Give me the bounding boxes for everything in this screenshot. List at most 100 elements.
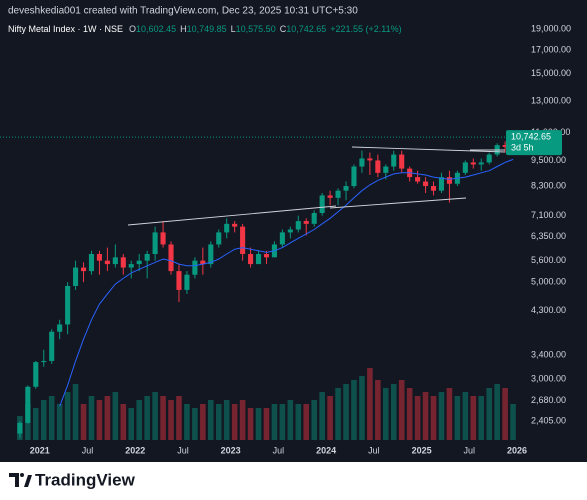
volume-bar [359,376,365,440]
candle-body [17,422,23,434]
volume-bar [247,408,254,440]
trendline [329,197,467,209]
y-tick-label: 13,000.00 [531,95,571,105]
candle-body [303,221,309,224]
logo-mark [24,475,32,487]
x-tick-label: 2024 [316,445,336,455]
candle-body [430,186,437,191]
candle-body [367,158,373,161]
price-pane [0,136,525,438]
trendlines [127,146,506,226]
candle-body [184,274,190,290]
volume-bar [160,396,166,440]
volume-bar [120,404,127,440]
x-tick-label: Jul [82,445,94,455]
candle-body [80,267,87,272]
volume-bar [422,392,429,440]
candle-body [478,162,484,165]
y-tick-label: 7,100.00 [531,210,566,220]
candle-body [57,324,63,332]
candle-body [263,254,270,258]
candle-body [96,254,102,261]
volume-bar [223,400,230,440]
volume-bar [279,404,286,440]
volume-bar [311,400,317,440]
candle-body [65,285,71,325]
volume-bar [430,396,437,440]
ohlc-value: 10,602.45 [136,24,176,34]
candle-body [224,223,230,233]
volume-bar [33,408,39,440]
attribution: deveshkedia001 created with TradingView.… [8,6,358,17]
volume-bar [383,388,389,440]
candle-body [120,257,126,268]
volume-bar [80,404,87,440]
y-tick-label: 6,350.00 [531,231,566,241]
candle-body [176,271,182,290]
candle-body [255,254,262,265]
candle-body [335,190,341,198]
volume-bar [494,384,500,440]
volume-bar [200,404,206,440]
candle-body [128,264,134,268]
ohlc-label: C [280,24,287,34]
candle-body [502,145,508,147]
candle-body [208,244,214,265]
x-tick-label: 2025 [412,445,432,455]
candle-body [192,260,198,275]
y-tick-label: 2,405.00 [531,415,566,425]
candle-body [33,362,39,387]
candle-body [216,232,222,245]
volume-bar [112,392,119,440]
volume-bar [367,368,373,440]
candle-body [168,244,174,272]
volume-bar [351,380,357,440]
last-price-label: 10,742.65 [511,132,551,142]
volume-bar [335,388,341,440]
candle-body [295,221,301,230]
volume-bar [486,388,492,440]
volume-bar [462,392,469,440]
candle-body [248,254,254,265]
volume-bar [319,392,325,440]
candle-body [446,177,452,184]
legend-header: Nifty Metal Index · 1W · NSE O10,602.45 H 1… [8,24,402,34]
volume-bar [88,396,95,440]
last-price-box [506,130,562,156]
candle-body [327,195,333,198]
candle-body [319,195,325,214]
trendline [351,146,506,153]
ohlc-label: O [129,24,136,34]
candle-body [391,154,397,167]
y-tick-label: 17,000.00 [531,44,571,54]
candle-body [144,254,150,261]
volume-bar [502,388,508,440]
y-tick-label: 2,680.00 [531,395,566,405]
volume-bar [414,396,421,440]
volume-bar [343,384,349,440]
candle-body [25,386,31,423]
candle-body [375,160,381,173]
volume-bar [327,396,333,440]
volume-bar [390,384,397,440]
candle-body [399,154,405,169]
candle-body [287,229,293,233]
volume-bar [40,400,47,440]
candle-body [343,186,349,191]
ohlc-value: 10,575.50 [236,24,276,34]
candle-body [73,267,79,286]
symbol: Nifty Metal Index · 1W · NSE [8,24,123,34]
y-tick-label: 19,000.00 [531,23,571,33]
ohlc-label: H [180,24,187,34]
candle-body [41,360,47,363]
brand: TradingView [35,470,136,489]
change: +221.55 (+2.11%) [330,24,401,34]
x-tick-label: 2021 [30,445,50,455]
candle-body [486,154,492,163]
y-tick-label: 3,400.00 [531,350,566,360]
volume-bar [375,380,381,440]
volume-bar [176,396,182,440]
x-tick-label: 2026 [507,445,527,455]
volume-bar [72,384,79,440]
